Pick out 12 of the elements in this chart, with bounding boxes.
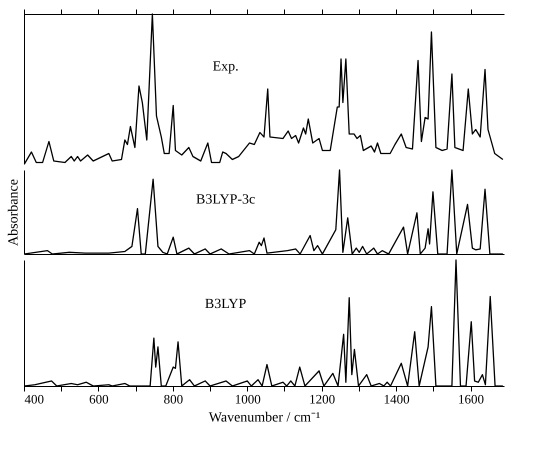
x-tick-label: 1200 — [309, 392, 336, 406]
x-tick-label: 600 — [89, 392, 109, 406]
text: B3LYP — [204, 297, 247, 312]
text: B3LYP-3c — [196, 192, 256, 208]
x-tick-label: 1000 — [234, 392, 261, 406]
x-tick-label: 1400 — [384, 392, 410, 406]
x-tick-label: 1600 — [458, 392, 484, 406]
x-tick-label: 800 — [164, 392, 184, 406]
x-axis-title: Wavenumber / cm⁻¹ — [208, 410, 320, 426]
text: Exp. — [212, 60, 239, 74]
x-tick-label: 400 — [24, 392, 44, 406]
y-axis-title: Absorbance — [6, 179, 22, 246]
